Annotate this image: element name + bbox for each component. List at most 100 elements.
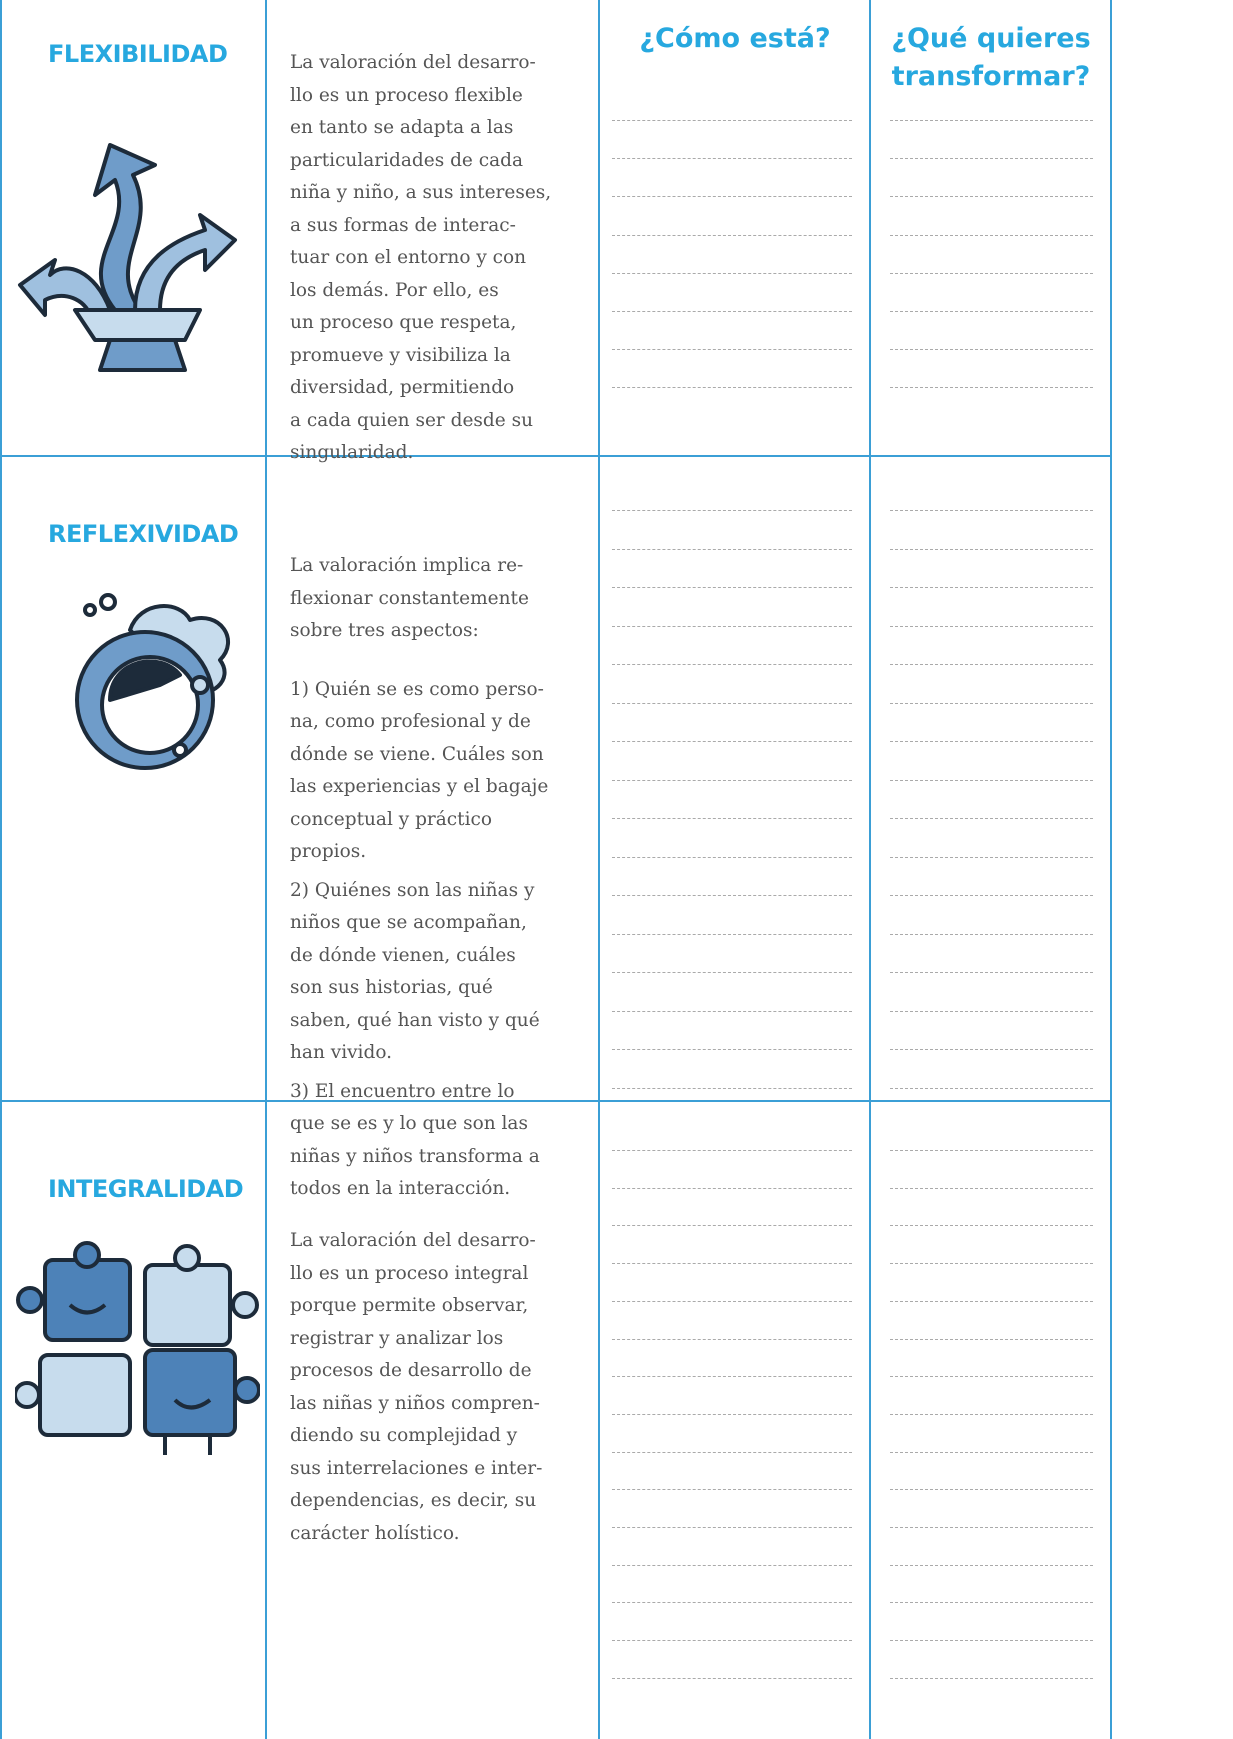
answer-line <box>612 158 852 160</box>
border <box>869 0 871 1739</box>
answer-line <box>890 1564 1093 1566</box>
answer-line <box>612 933 852 935</box>
answer-line <box>890 387 1093 389</box>
description-line: tuar con el entorno y con <box>290 247 527 268</box>
description-line: a cada quien ser desde su <box>290 409 534 431</box>
answer-line <box>612 972 852 973</box>
column-header: ¿Cómo está? <box>639 23 831 54</box>
border <box>598 0 600 1739</box>
answer-line <box>612 1527 852 1528</box>
answer-line <box>890 1263 1093 1265</box>
description-line: 2) Quiénes son las niñas y <box>290 879 535 901</box>
row-title: FLEXIBILIDAD <box>48 40 228 68</box>
description-line: que se es y lo que son las <box>290 1113 528 1134</box>
reflection-icon <box>75 593 231 770</box>
description-line: diversidad, permitiendo <box>290 377 515 398</box>
answer-line <box>612 1010 852 1012</box>
answer-line <box>890 311 1093 312</box>
border <box>1110 0 1112 1739</box>
answer-line <box>612 625 852 627</box>
description-line: conceptual y práctico <box>290 808 493 830</box>
description-line: registrar y analizar los <box>290 1327 504 1349</box>
border <box>0 1100 1112 1102</box>
answer-line <box>612 272 852 274</box>
description-line: niña y niño, a sus intereses, <box>290 182 552 203</box>
description-line: las niñas y niños compren- <box>290 1392 540 1414</box>
description-line: La valoración del desarro- <box>290 1230 536 1251</box>
answer-line <box>890 1677 1093 1679</box>
border <box>0 0 2 1739</box>
answer-line <box>612 510 852 511</box>
description-line: diendo su complejidad y <box>290 1425 518 1446</box>
answer-line <box>890 933 1093 935</box>
answer-line <box>890 856 1093 858</box>
description-line: niñas y niños transforma a <box>290 1145 540 1167</box>
answer-line <box>612 1602 852 1604</box>
answer-line <box>612 1376 852 1378</box>
description-line: los demás. Por ello, es <box>290 279 499 301</box>
answer-line <box>612 1677 852 1679</box>
answer-line <box>890 1413 1093 1415</box>
description-line: propios. <box>290 841 367 862</box>
answer-line <box>612 741 852 742</box>
description-line: todos en la interacción. <box>290 1178 511 1199</box>
answer-line <box>612 1263 852 1265</box>
answer-line <box>612 1489 852 1491</box>
description-line: flexionar constantemente <box>290 587 529 609</box>
answer-line <box>612 1087 852 1089</box>
answer-line <box>890 625 1093 627</box>
row-title: INTEGRALIDAD <box>48 1175 244 1203</box>
column-header: ¿Qué quieres <box>891 23 1091 54</box>
answer-line <box>612 1564 852 1566</box>
description-line: particularidades de cada <box>290 149 524 171</box>
answer-line <box>890 1300 1093 1302</box>
description-line: han vivido. <box>290 1042 393 1063</box>
answer-line <box>890 972 1093 973</box>
answer-line <box>612 895 852 896</box>
description-line: de dónde vienen, cuáles <box>290 944 516 966</box>
answer-line <box>612 779 852 781</box>
description-line: na, como profesional y de <box>290 711 531 732</box>
answer-line <box>890 1489 1093 1491</box>
answer-line <box>890 196 1093 198</box>
answer-line <box>612 818 852 819</box>
description-line: saben, qué han visto y qué <box>290 1009 540 1031</box>
answer-line <box>890 1451 1093 1453</box>
answer-line <box>612 1300 852 1302</box>
border <box>0 455 1112 457</box>
answer-line <box>890 1338 1093 1340</box>
answer-line <box>890 349 1093 351</box>
answer-line <box>890 1187 1093 1189</box>
answer-line <box>612 856 852 858</box>
description-line: en tanto se adapta a las <box>290 117 514 138</box>
answer-line <box>890 120 1093 121</box>
answer-line <box>612 1049 852 1050</box>
answer-line <box>612 120 852 121</box>
answer-line <box>612 1413 852 1415</box>
answer-line <box>890 1640 1093 1642</box>
answer-line <box>890 1150 1093 1151</box>
description-line: sus interrelaciones e inter- <box>290 1457 543 1479</box>
answer-line <box>890 1602 1093 1604</box>
description-line: procesos de desarrollo de <box>290 1360 532 1381</box>
description-line: 3) El encuentro entre lo <box>290 1080 515 1102</box>
answer-line <box>612 387 852 389</box>
answer-line <box>890 895 1093 896</box>
column-header: transformar? <box>891 61 1091 92</box>
answer-line <box>890 158 1093 160</box>
description-line: niños que se acompañan, <box>290 912 527 933</box>
answer-line <box>612 664 852 665</box>
answer-line <box>890 741 1093 742</box>
answer-line <box>612 702 852 704</box>
description-line: a sus formas de interac- <box>290 214 516 236</box>
answer-line <box>890 702 1093 704</box>
answer-line <box>612 1640 852 1642</box>
border <box>265 0 267 1739</box>
description-line: carácter holístico. <box>290 1522 460 1544</box>
puzzle-icon <box>15 1241 260 1455</box>
answer-line <box>890 1010 1093 1012</box>
description-line: La valoración implica re- <box>290 555 524 576</box>
description-line: llo es un proceso integral <box>290 1262 529 1284</box>
answer-line <box>890 587 1093 588</box>
description-line: dependencias, es decir, su <box>290 1490 537 1511</box>
